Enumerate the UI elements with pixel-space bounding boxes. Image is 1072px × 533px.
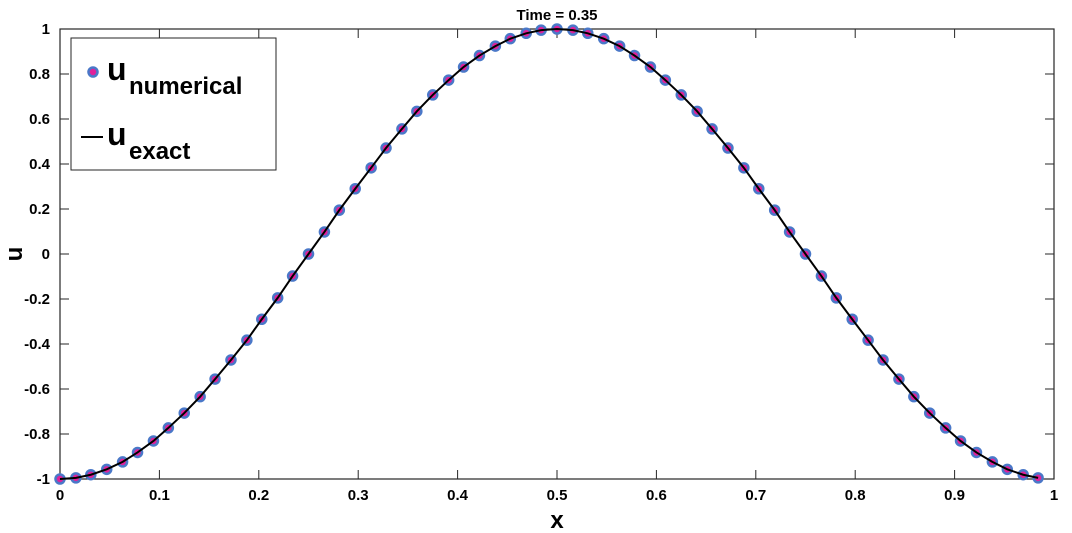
x-tick-label: 1 (1050, 487, 1058, 504)
y-tick-label: 0.6 (29, 111, 50, 128)
y-tick-label: 0.8 (29, 66, 50, 83)
x-tick-label: 0.9 (944, 487, 965, 504)
y-tick-label: 0.2 (29, 201, 50, 218)
x-tick-label: 0.4 (447, 487, 469, 504)
legend-label-subscript: numerical (129, 73, 242, 100)
y-tick-label: 0 (42, 246, 50, 263)
y-tick-label: -0.6 (24, 381, 50, 398)
x-tick-label: 0.2 (248, 487, 269, 504)
x-axis-label: x (550, 507, 564, 533)
y-tick-label: -0.4 (24, 336, 51, 353)
x-tick-label: 0.6 (646, 487, 667, 504)
x-tick-label: 0.5 (547, 487, 568, 504)
y-tick-label: -1 (37, 471, 50, 488)
x-tick-label: 0.1 (149, 487, 170, 504)
legend-box (70, 37, 277, 171)
y-axis-label: u (1, 247, 28, 262)
legend-label: u (107, 51, 127, 87)
x-tick-label: 0.8 (845, 487, 866, 504)
x-tick-label: 0 (56, 487, 64, 504)
chart-title: Time = 0.35 (516, 7, 597, 24)
y-tick-label: -0.2 (24, 291, 50, 308)
y-tick-label: 1 (42, 21, 50, 38)
legend-marker (87, 66, 99, 78)
y-tick-label: 0.4 (29, 156, 51, 173)
x-tick-label: 0.3 (348, 487, 369, 504)
data-line (59, 27, 1039, 480)
x-tick-label: 0.7 (745, 487, 766, 504)
legend-label-subscript: exact (129, 138, 190, 165)
legend-label: u (107, 116, 127, 152)
y-tick-label: -0.8 (24, 426, 50, 443)
